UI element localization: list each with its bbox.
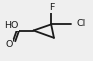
Text: Cl: Cl xyxy=(76,19,85,28)
Text: F: F xyxy=(49,3,54,12)
Text: HO: HO xyxy=(4,21,19,30)
Text: O: O xyxy=(5,40,13,49)
